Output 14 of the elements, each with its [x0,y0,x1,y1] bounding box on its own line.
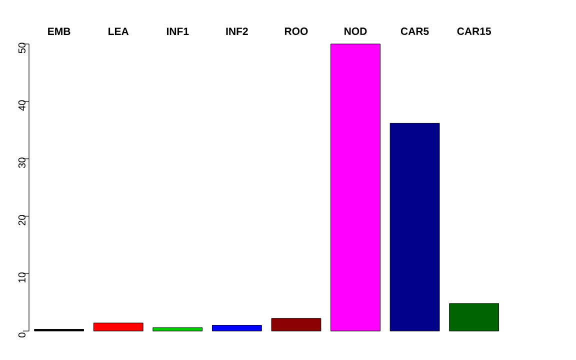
y-tick-label: 40 [18,100,26,111]
y-tick-label: 50 [18,42,26,54]
x-tick-label: INF2 [226,28,248,35]
y-tick-label: 0 [18,332,26,338]
x-tick-label: EMB [48,28,70,35]
y-tick-label: 20 [18,215,26,226]
y-tick-label: 30 [18,158,26,168]
y-tick-label: 10 [18,272,26,282]
x-tick-label: CAR5 [400,28,429,35]
x-tick-label: INF1 [166,28,189,35]
x-tick-label: CAR15 [457,28,491,35]
x-tick-label: NOD [344,28,367,35]
x-tick-label: ROO [284,28,308,35]
x-tick-label: LEA [108,28,129,35]
